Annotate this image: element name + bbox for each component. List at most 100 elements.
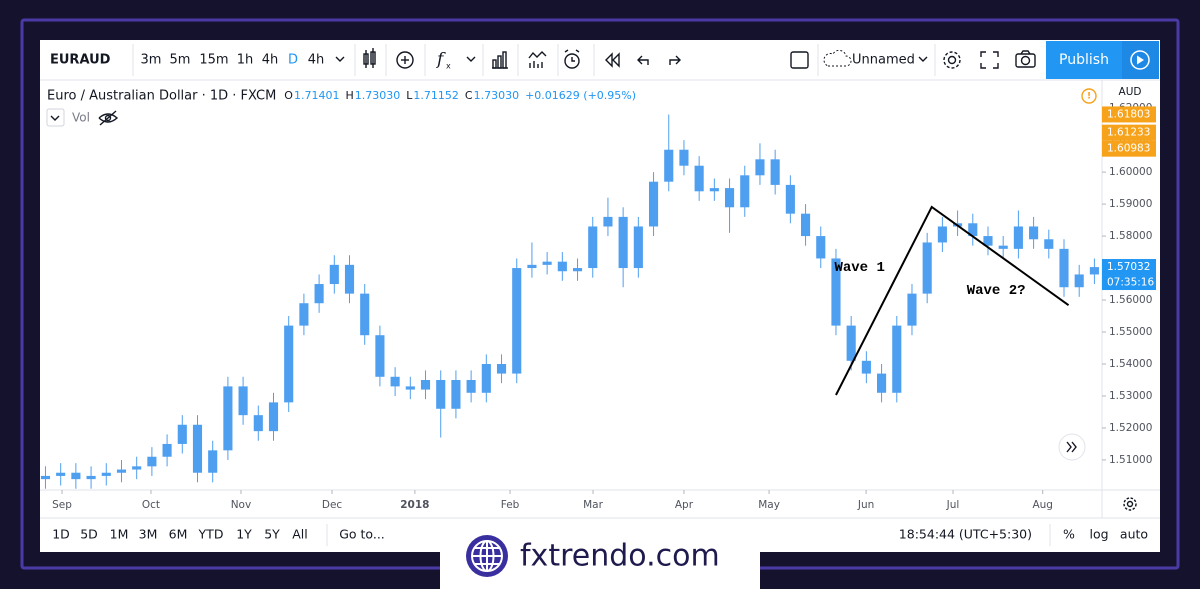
interval-button[interactable]: 1h [237,53,254,68]
y-tick-label: 1.58000 [1109,230,1152,242]
interval-button[interactable]: 15m [199,53,228,68]
x-tick-label: 2018 [400,499,429,511]
candle-body [451,379,461,409]
candle-body [907,293,917,326]
interval-button[interactable]: 4h [308,53,325,68]
stream-icon [1130,50,1150,70]
candle-body [177,424,187,444]
watermark: fxtrendo.com [440,525,760,589]
layout-menu[interactable] [918,56,928,62]
watermark-text: fxtrendo.com [520,539,720,574]
candle-body [877,373,887,393]
y-tick-label: 1.60000 [1109,166,1152,178]
candle-body [542,261,552,265]
candle-body [1029,226,1039,240]
x-tick-label: May [758,499,780,511]
range-button[interactable]: 5Y [264,527,280,542]
candle-body [1089,267,1099,275]
screenshot-button[interactable] [1015,50,1036,68]
candle-body [71,472,81,480]
goto-button[interactable]: Go to... [339,527,385,542]
candle-body [998,245,1008,249]
layout-button[interactable] [790,51,809,69]
indicators-menu[interactable] [466,56,476,62]
candle-body [527,264,537,269]
range-button[interactable]: All [292,527,308,542]
candle-body [801,213,811,237]
candle-body [40,475,51,480]
interval-button[interactable]: 3m [141,53,162,68]
candle-body [937,226,947,243]
annotation: Wave 1 [834,260,884,276]
candle-body [253,415,263,432]
interval-button[interactable]: 4h [262,53,279,68]
interval-button[interactable]: D [288,53,298,68]
scroll-to-latest[interactable] [1058,433,1086,461]
y-tick-label: 1.59000 [1109,198,1152,210]
layout-name[interactable]: Unnamed [852,53,915,68]
x-tick-label: Aug [1032,499,1053,511]
ohlc-value: 1.71152 [413,89,459,102]
candle-body [557,261,567,272]
scale-toggle[interactable]: % [1063,527,1075,542]
interval-button[interactable]: 5m [170,53,191,68]
candle-body [420,379,431,390]
chart-type-button[interactable] [363,48,376,68]
range-button[interactable]: 5D [80,527,98,542]
fullscreen-button[interactable] [980,51,999,69]
candle-body [846,325,856,361]
replay-button[interactable] [605,52,620,68]
templates-button[interactable] [528,51,547,68]
candle-body [299,303,309,326]
scale-toggle[interactable]: auto [1120,527,1148,542]
compare-button[interactable] [396,51,414,69]
y-tick-label: 1.56000 [1109,294,1152,306]
redo-button[interactable] [669,55,681,65]
candle-body [481,363,491,393]
candle-body [1013,226,1023,249]
indicators-button[interactable]: f [435,50,446,70]
bottom-bar: Go to... 18:54:44 (UTC+5:30) 1D 5D 1M 3M 6M Y… [52,524,1148,546]
legend-collapse[interactable] [46,108,65,127]
volume-label: Vol [72,111,90,125]
price-badge-label: 1.61803 [1107,108,1150,120]
candle-body [785,184,795,214]
settings-button[interactable] [943,51,961,69]
change: +0.01629 (+0.95%) [525,89,636,102]
range-button[interactable]: YTD [198,527,224,542]
symbol-title: Euro / Australian Dollar · 1D · FXCM [47,89,276,104]
candle-body [603,216,613,227]
scale-toggle[interactable]: log [1089,527,1108,542]
candle-body [588,226,598,269]
candle-body [101,472,111,476]
publish-button[interactable] [1046,41,1122,79]
range-button[interactable]: 1M [110,527,129,542]
range-button[interactable]: 6M [169,527,188,542]
price-badge-label: 1.60983 [1107,143,1150,155]
y-tick-label: 1.51000 [1109,454,1152,466]
warning-icon-mark: ! [1087,92,1091,102]
candle-body [1059,248,1069,288]
axis-settings[interactable] [1123,497,1137,511]
financials-button[interactable] [492,51,508,69]
x-tick-label: Jul [946,499,960,511]
candle-body [664,149,674,182]
candle-body [208,450,218,473]
candle-body [147,456,157,467]
range-button[interactable]: 1Y [236,527,252,542]
volume-hide[interactable] [98,110,119,126]
warning-icon[interactable] [1081,88,1097,104]
candle-body [162,443,172,457]
interval-menu[interactable] [335,56,345,62]
undo-button[interactable] [637,55,649,65]
alert-button[interactable] [564,49,580,69]
candle-body [922,242,932,294]
ohlc-key: C [465,89,473,102]
range-button[interactable]: 1D [52,527,70,542]
range-button[interactable]: 3M [139,527,158,542]
candle-body [968,223,978,237]
publish-label: Publish [1059,52,1109,68]
symbol[interactable]: EURAUD [50,53,111,68]
y-tick-label: 1.52000 [1109,422,1152,434]
